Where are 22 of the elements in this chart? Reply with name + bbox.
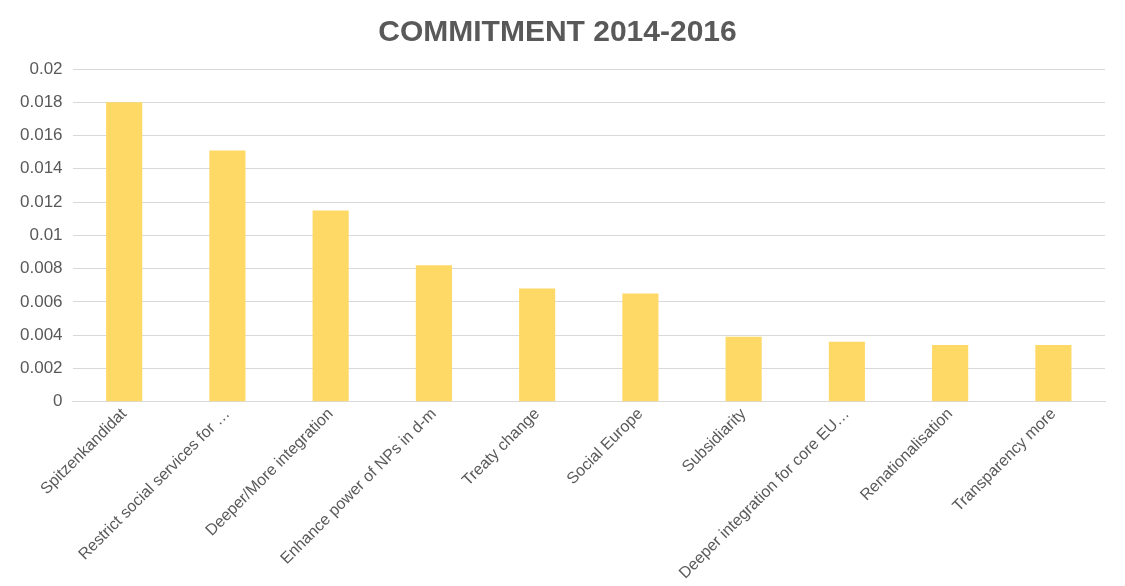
y-tick-label: 0.018: [19, 91, 63, 111]
bar: [415, 265, 452, 402]
y-tick-label: 0.002: [19, 358, 63, 378]
bar: [622, 293, 659, 402]
bar: [209, 150, 246, 402]
bar: [828, 341, 865, 402]
bar: [106, 102, 143, 402]
y-tick-label: 0.008: [19, 258, 63, 278]
bar: [1035, 345, 1072, 402]
y-tick-label: 0.016: [19, 125, 63, 145]
chart-title: COMMITMENT 2014-2016: [378, 14, 737, 48]
y-tick-label: 0.006: [19, 291, 63, 311]
bar: [932, 345, 969, 402]
y-tick-label: 0.004: [19, 324, 63, 344]
bar: [312, 210, 349, 402]
y-tick-label: 0.012: [19, 191, 63, 211]
bar: [725, 336, 762, 402]
y-tick-label: 0: [53, 391, 63, 411]
bar: [519, 288, 556, 402]
y-tick-label: 0.014: [19, 158, 63, 178]
y-tick-label: 0.01: [29, 225, 63, 245]
y-tick-label: 0.02: [29, 58, 63, 78]
